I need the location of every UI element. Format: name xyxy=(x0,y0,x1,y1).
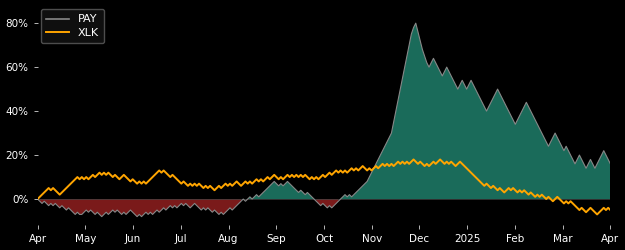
Legend: PAY, XLK: PAY, XLK xyxy=(41,9,104,43)
